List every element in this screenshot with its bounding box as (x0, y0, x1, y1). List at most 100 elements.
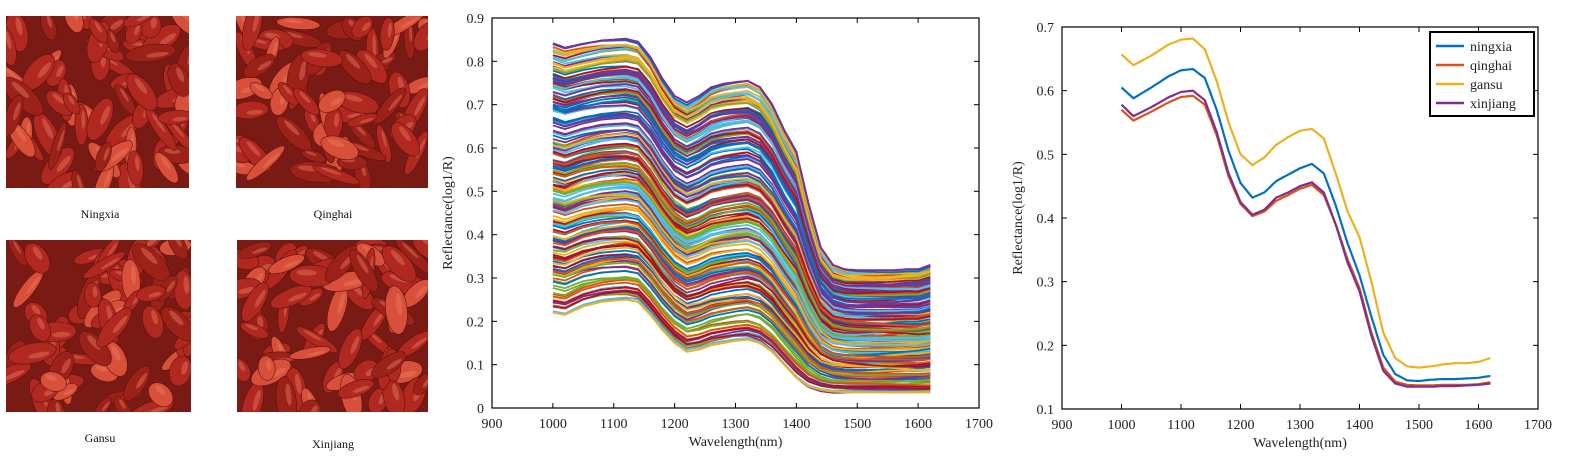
berry-shape (237, 241, 273, 260)
berry-highlight (119, 399, 126, 409)
spectrum-line (552, 261, 931, 376)
spectrum-line (552, 91, 931, 297)
berry-shape (289, 346, 331, 360)
berry-highlight (257, 60, 272, 71)
photo-ningxia (6, 16, 189, 188)
y-tick-label: 0 (477, 402, 484, 417)
spectrum-line (552, 116, 931, 308)
berry-highlight (398, 370, 417, 378)
berry-highlight (299, 91, 311, 103)
berry-highlight (31, 304, 41, 315)
berry-highlight (414, 96, 426, 116)
spectrum-line (552, 296, 931, 393)
berry-highlight (145, 51, 169, 58)
berry-highlight (95, 365, 108, 372)
berry-highlight (101, 401, 110, 411)
berry-shape (240, 322, 269, 339)
berry-shape (301, 149, 327, 163)
berry-highlight (103, 147, 110, 161)
berry-shape (8, 342, 57, 365)
spectrum-line (552, 129, 931, 315)
spectrum-line (552, 229, 931, 361)
y-tick-label: 0.8 (467, 55, 485, 70)
berry-shape (167, 240, 188, 260)
y-tick-label: 0.4 (1037, 212, 1055, 227)
legend-label: ningxia (1470, 40, 1513, 55)
spectrum-line (552, 285, 931, 391)
x-tick-label: 1200 (1227, 418, 1255, 433)
y-tick-label: 0.2 (467, 315, 485, 330)
berry-highlight (303, 329, 322, 341)
berry-highlight (155, 385, 166, 395)
berry-highlight (169, 310, 184, 326)
berry-highlight (312, 251, 331, 262)
berry-highlight (296, 269, 317, 276)
berry-highlight (45, 374, 57, 382)
berry-highlight (252, 16, 260, 32)
berry-highlight (236, 163, 246, 168)
berry-highlight (418, 82, 428, 89)
berry-highlight (135, 155, 140, 172)
berry-shape (125, 43, 176, 63)
berry-shape (95, 141, 112, 172)
berry-shape (413, 373, 428, 396)
berry-shape (6, 362, 32, 389)
spectrum-line (552, 76, 931, 290)
berry-shape (113, 396, 132, 412)
berry-shape (371, 351, 407, 379)
berry-highlight (236, 137, 243, 144)
x-tick-label: 1200 (661, 417, 689, 432)
berry-shape (136, 284, 166, 302)
berry-shape (268, 254, 305, 275)
berry-shape (347, 113, 378, 127)
berry-shape (40, 371, 67, 392)
legend-label: xinjiang (1470, 97, 1516, 112)
berry-shape (148, 382, 174, 408)
spectrum-line (552, 213, 931, 354)
berry-highlight (252, 389, 261, 411)
berry-highlight (387, 22, 392, 38)
berry-highlight (136, 373, 148, 389)
berry-highlight (136, 16, 151, 22)
berry-highlight (46, 16, 53, 28)
berry-highlight (37, 317, 45, 330)
berry-shape (373, 87, 407, 125)
berry-shape (312, 164, 360, 185)
spectrum-line (552, 207, 931, 351)
y-tick-label: 0.6 (1037, 85, 1055, 100)
berry-highlight (107, 242, 118, 257)
spectrum-line (552, 278, 931, 384)
berry-shape (246, 145, 285, 181)
berry-highlight (71, 16, 79, 21)
berry-shape (241, 16, 263, 51)
y-axis-label: Reflectance(log1/R) (1011, 161, 1026, 275)
berry-highlight (238, 287, 256, 294)
berry-highlight (159, 33, 176, 46)
spectrum-line (552, 185, 931, 340)
spectrum-line (552, 298, 931, 394)
x-tick-label: 900 (482, 417, 503, 432)
x-tick-label: 1300 (1286, 418, 1314, 433)
berry-shape (237, 358, 251, 382)
berry-shape (167, 62, 189, 97)
berry-highlight (246, 141, 261, 156)
spectrum-line (552, 249, 931, 371)
photo-qinghai (236, 16, 428, 188)
berry-highlight (343, 279, 366, 286)
berry-highlight (285, 383, 292, 406)
berry-highlight (381, 57, 393, 64)
x-tick-label: 1300 (722, 417, 750, 432)
spectrum-line (552, 151, 931, 328)
y-tick-label: 0.5 (467, 185, 485, 200)
berry-highlight (13, 241, 22, 254)
berry-highlight (400, 17, 419, 29)
y-tick-label: 0.1 (467, 359, 485, 374)
berry-shape (154, 152, 179, 184)
x-tick-label: 1600 (1465, 418, 1493, 433)
berry-shape (157, 109, 189, 125)
berry-shape (338, 328, 363, 370)
berry-shape (293, 87, 320, 116)
berry-highlight (174, 240, 182, 247)
berry-highlight (110, 32, 116, 43)
berry-highlight (402, 242, 419, 259)
